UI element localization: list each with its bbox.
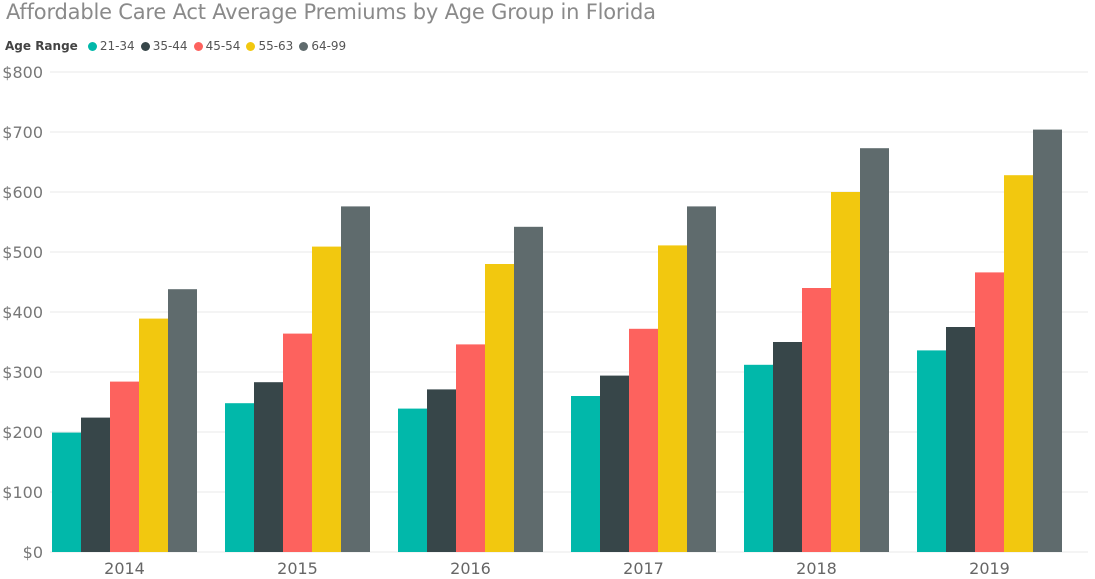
bar-64-99-2017[interactable]: [687, 206, 716, 552]
bar-55-63-2014[interactable]: [139, 318, 168, 552]
legend-label: 45-54: [205, 39, 241, 53]
x-tick-label: 2017: [623, 559, 664, 578]
y-tick-label: $200: [2, 423, 43, 442]
bar-55-63-2015[interactable]: [312, 246, 341, 552]
legend-label: 64-99: [311, 39, 347, 53]
x-tick-label: 2019: [969, 559, 1010, 578]
bar-64-99-2016[interactable]: [514, 226, 543, 553]
bar-64-99-2018[interactable]: [860, 148, 889, 552]
x-tick-label: 2014: [104, 559, 145, 578]
bar-55-63-2017[interactable]: [658, 245, 687, 552]
x-tick-label: 2016: [450, 559, 491, 578]
legend-label: 55-63: [258, 39, 294, 53]
bar-45-54-2015[interactable]: [283, 333, 312, 552]
y-tick-label: $400: [2, 303, 43, 322]
legend-dot-icon: [87, 41, 97, 51]
bar-21-34-2019[interactable]: [917, 350, 946, 552]
bar-21-34-2017[interactable]: [571, 396, 600, 552]
bar-55-63-2019[interactable]: [1004, 175, 1033, 552]
legend-dot-icon: [299, 41, 309, 51]
bar-45-54-2017[interactable]: [629, 328, 658, 552]
x-tick-label: 2015: [277, 559, 318, 578]
bar-45-54-2018[interactable]: [802, 288, 831, 552]
bar-35-44-2014[interactable]: [81, 417, 110, 552]
y-tick-label: $700: [2, 123, 43, 142]
legend-items: 21-34 35-44 45-54 55-63 64-99: [87, 39, 352, 53]
bar-64-99-2019[interactable]: [1033, 129, 1062, 552]
x-tick-label: 2018: [796, 559, 837, 578]
legend: Age Range 21-34 35-44 45-54 55-63 64-99: [5, 37, 352, 55]
legend-dot-icon: [246, 41, 256, 51]
legend-item-45-54[interactable]: 45-54: [193, 39, 241, 53]
legend-title: Age Range: [5, 39, 78, 53]
legend-item-21-34[interactable]: 21-34: [87, 39, 135, 53]
bar-55-63-2018[interactable]: [831, 192, 860, 552]
bar-35-44-2016[interactable]: [427, 389, 456, 552]
y-tick-label: $600: [2, 183, 43, 202]
bar-21-34-2018[interactable]: [744, 364, 773, 552]
legend-item-35-44[interactable]: 35-44: [140, 39, 188, 53]
legend-item-55-63[interactable]: 55-63: [246, 39, 293, 53]
bar-35-44-2018[interactable]: [773, 342, 802, 552]
y-tick-label: $100: [2, 483, 43, 502]
bar-45-54-2014[interactable]: [110, 381, 139, 552]
legend-dot-icon: [193, 41, 203, 51]
y-tick-label: $500: [2, 243, 43, 262]
bar-21-34-2014[interactable]: [52, 432, 81, 552]
legend-label: 21-34: [99, 39, 135, 53]
chart-title: Affordable Care Act Average Premiums by …: [6, 0, 656, 24]
bar-45-54-2019[interactable]: [975, 272, 1004, 552]
bar-64-99-2014[interactable]: [168, 289, 197, 552]
bar-55-63-2016[interactable]: [485, 264, 514, 552]
y-tick-label: $0: [23, 543, 43, 562]
bar-35-44-2017[interactable]: [600, 375, 629, 552]
bar-45-54-2016[interactable]: [456, 344, 485, 552]
legend-item-64-99[interactable]: 64-99: [299, 39, 346, 53]
bar-35-44-2019[interactable]: [946, 327, 975, 552]
legend-dot-icon: [140, 41, 150, 51]
bar-21-34-2015[interactable]: [225, 403, 254, 552]
legend-label: 35-44: [152, 39, 188, 53]
y-tick-label: $300: [2, 363, 43, 382]
bar-64-99-2015[interactable]: [341, 206, 370, 552]
y-tick-label: $800: [2, 63, 43, 82]
bar-35-44-2015[interactable]: [254, 382, 283, 552]
bar-21-34-2016[interactable]: [398, 408, 427, 552]
